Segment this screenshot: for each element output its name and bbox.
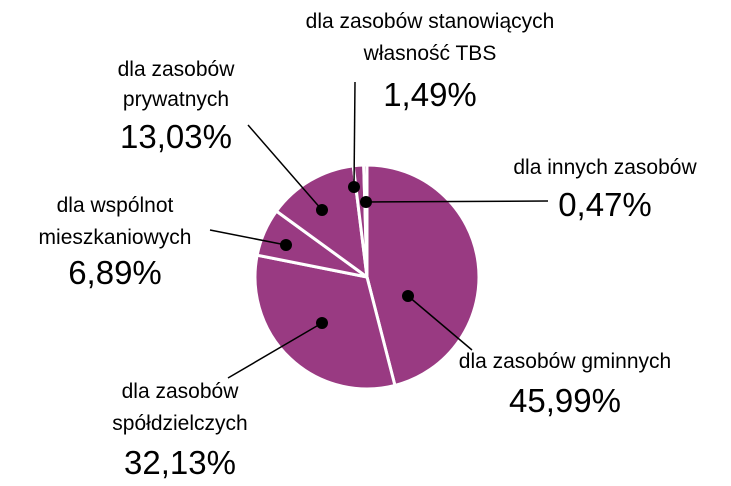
category-label: dla zasobów gminnych: [459, 350, 671, 373]
value-label: 6,89%: [68, 254, 162, 291]
value-label: 32,13%: [124, 444, 236, 481]
leader-line: [353, 81, 356, 188]
value-label: 1,49%: [383, 76, 477, 113]
label-line: dla zasobów: [122, 380, 240, 403]
category-label: dla zasobów prywatnych: [118, 58, 236, 111]
leader-dot: [316, 317, 328, 329]
pie-slice: [274, 164, 369, 281]
label-line: spółdzielczych: [112, 412, 247, 435]
category-label: dla zasobów spółdzielczych: [112, 380, 247, 435]
leader-line: [407, 295, 473, 351]
category-label: dla wspólnot mieszkaniowych: [39, 194, 192, 249]
leader-line: [227, 322, 323, 379]
leader-dot: [360, 196, 372, 208]
pie-slice: [362, 163, 369, 278]
value-label: 0,47%: [558, 186, 652, 223]
leader-line: [247, 124, 323, 211]
leader-dot: [316, 204, 328, 216]
label-line: mieszkaniowych: [39, 226, 192, 249]
value-label: 13,03%: [120, 118, 232, 155]
category-label: dla innych zasobów: [513, 156, 697, 179]
leader-dot: [280, 239, 292, 251]
leader-line: [209, 229, 287, 246]
label-line: prywatnych: [123, 88, 229, 111]
label-line: dla wspólnot: [57, 194, 174, 217]
leader-dot: [348, 181, 360, 193]
label-line: dla zasobów: [118, 58, 236, 81]
pie-slice: [365, 163, 481, 388]
leader-dot: [402, 290, 414, 302]
category-label: dla zasobów stanowiących własność TBS: [306, 10, 555, 65]
value-label: 45,99%: [509, 382, 621, 419]
label-line: dla zasobów stanowiących: [306, 10, 555, 33]
label-line: własność TBS: [363, 42, 497, 65]
leader-line: [365, 200, 549, 203]
